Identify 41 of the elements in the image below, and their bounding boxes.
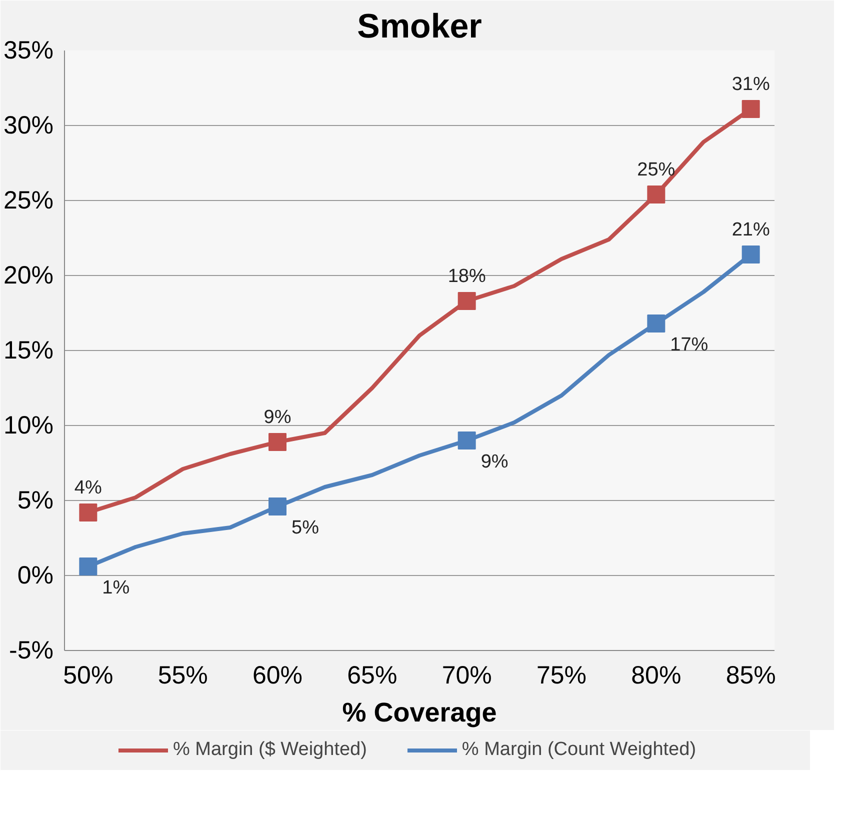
y-tick-label: 0% [17,562,54,590]
x-tick-label: 85% [726,662,776,690]
x-tick-label: 75% [536,662,587,690]
y-tick-label: 5% [17,486,54,514]
data-label: 9% [480,452,508,472]
data-label: 17% [670,334,708,356]
data-label: 5% [292,518,320,538]
x-tick-label: 70% [442,662,492,690]
x-tick-label: 50% [63,662,114,690]
data-label: 25% [637,160,676,180]
x-tick-label: 55% [158,662,208,690]
point [458,432,476,450]
x-tick-label: 65% [347,662,398,690]
data-label: 9% [264,407,292,428]
point [268,498,286,516]
y-tick-label: 15% [3,336,54,364]
x-axis-title: % Coverage [342,698,497,728]
point [79,558,98,576]
point [647,314,666,332]
legend-label: % Margin ($ Weighted) [172,739,367,761]
y-tick-label: 35% [3,36,54,64]
x-tick-label: 80% [631,662,682,690]
y-tick-label: 25% [3,186,54,214]
data-label: 4% [74,478,102,498]
point [458,292,476,310]
y-tick-label: 10% [3,412,54,440]
point [79,504,98,522]
y-tick-label: 20% [3,262,54,290]
data-label: 1% [102,578,130,598]
legend-label: % Margin (Count Weighted) [462,739,696,761]
data-label: 21% [732,220,770,240]
y-tick-label: -5% [9,636,54,664]
y-tick-label: 30% [3,112,54,140]
data-label: 31% [732,74,770,95]
data-label: 18% [448,266,486,287]
point [647,186,666,204]
point [742,246,760,264]
point [268,433,286,451]
point [742,100,760,118]
x-tick-label: 60% [252,662,303,690]
chart-title: Smoker [357,8,482,46]
